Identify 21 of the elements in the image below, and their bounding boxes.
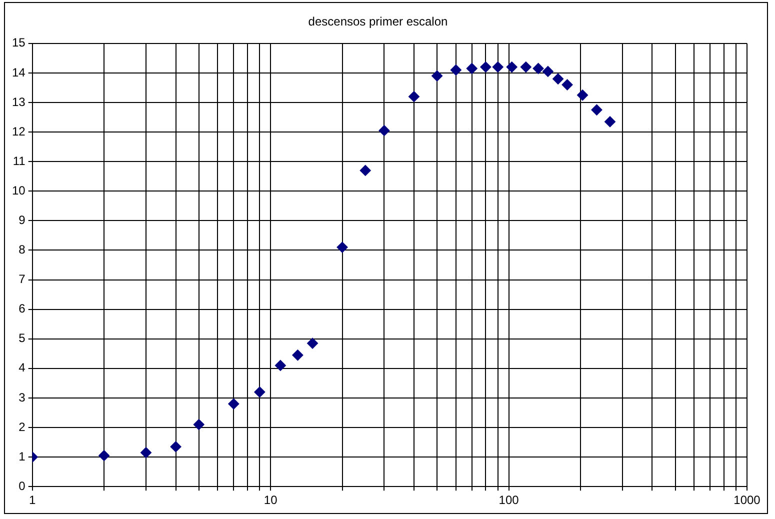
y-tick-label: 5 [18, 331, 26, 346]
y-tick-label: 14 [12, 65, 26, 80]
x-tick-label: 10 [264, 493, 278, 508]
y-tick-label: 12 [12, 124, 26, 138]
y-tick-label: 6 [18, 302, 26, 316]
y-tick-label: 13 [12, 94, 26, 109]
y-tick-label: 9 [18, 212, 26, 227]
y-tick-label: 10 [12, 183, 26, 198]
y-tick-label: 4 [18, 360, 26, 375]
x-tick-label: 1 [29, 493, 36, 508]
y-tick-label: 11 [12, 154, 26, 168]
chart-title: descensos primer escalon [308, 14, 448, 29]
y-tick-label: 2 [18, 420, 26, 434]
y-tick-label: 0 [18, 478, 26, 493]
y-tick-label: 1 [18, 449, 26, 464]
x-tick-label: 1000 [734, 493, 761, 508]
x-tick-label: 100 [498, 493, 520, 508]
y-tick-label: 8 [18, 242, 26, 257]
y-tick-label: 15 [12, 36, 26, 50]
y-tick-label: 7 [18, 272, 26, 286]
y-tick-label: 3 [18, 390, 26, 404]
